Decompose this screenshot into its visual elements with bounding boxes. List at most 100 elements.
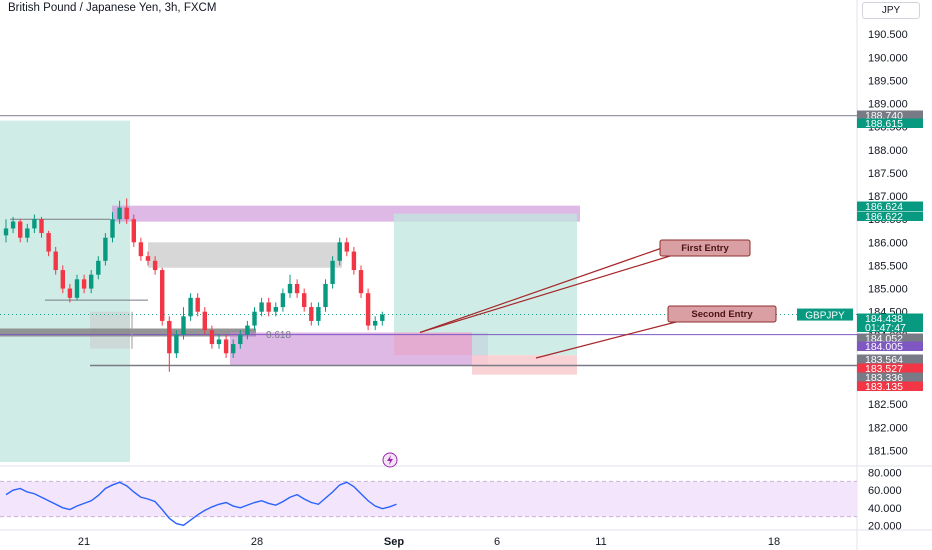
price-tick-label: 189.500 — [868, 75, 908, 87]
price-tick-label: 186.000 — [868, 237, 908, 249]
candle — [18, 221, 23, 238]
candle — [174, 334, 179, 354]
second-entry-pointer — [535, 321, 677, 359]
candle — [337, 242, 342, 261]
price-tick-label: 185.500 — [868, 260, 908, 272]
price-tag — [857, 313, 923, 323]
price-tick-label: 187.500 — [868, 168, 908, 180]
candle — [231, 344, 236, 354]
candle — [89, 274, 94, 289]
chart-title: British Pound / Japanese Yen, 3h, FXCM — [8, 2, 217, 14]
candle — [46, 233, 51, 252]
time-tick-label: 28 — [251, 536, 263, 548]
candle — [145, 256, 151, 261]
price-tag-label: 186.622 — [865, 211, 903, 223]
symbol-tag-label: GBPJPY — [805, 311, 845, 322]
rsi-tick-label: 40.000 — [868, 503, 902, 515]
candle — [67, 288, 73, 298]
second-entry-label: Second Entry — [691, 309, 753, 320]
candle — [287, 283, 293, 294]
candle — [160, 270, 165, 321]
candle — [266, 302, 271, 312]
rsi-line — [5, 481, 397, 527]
first-entry-target-zone — [394, 213, 472, 333]
candle — [74, 279, 80, 298]
candle — [323, 283, 328, 308]
candle — [96, 260, 101, 275]
time-tick-label: 21 — [78, 536, 90, 548]
candle — [316, 307, 321, 321]
price-tick-label: 187.000 — [868, 191, 908, 203]
price-tag-label: 184.005 — [865, 341, 903, 353]
candle — [181, 316, 186, 335]
candle — [344, 242, 349, 252]
candle — [117, 207, 122, 220]
candle — [152, 260, 158, 271]
gray-zone-upper — [148, 242, 342, 268]
candle — [138, 242, 144, 257]
first-entry-callout — [659, 239, 751, 257]
rsi-band — [0, 481, 857, 517]
candle — [131, 219, 136, 243]
second-entry-target-zone — [472, 213, 577, 356]
price-tick-label: 190.000 — [868, 52, 908, 64]
candle — [188, 297, 193, 317]
price-tag — [857, 372, 923, 382]
time-tick-label: Sep — [384, 536, 404, 548]
price-tag — [857, 341, 923, 351]
price-tag-label: 188.615 — [865, 118, 903, 130]
price-tag — [857, 201, 923, 211]
candle — [330, 260, 335, 284]
price-tick-label: 182.500 — [868, 399, 908, 411]
candle — [110, 219, 115, 238]
gray-band — [0, 328, 256, 337]
candle — [259, 302, 264, 312]
price-tag — [857, 118, 923, 128]
candle — [380, 314, 385, 321]
candle — [3, 228, 9, 236]
candle — [25, 228, 30, 238]
candle — [216, 339, 222, 345]
candle — [238, 334, 243, 345]
candle — [365, 293, 371, 326]
first-entry-pointer-2 — [419, 247, 663, 333]
candle — [81, 279, 87, 289]
time-tick-label: 11 — [595, 536, 606, 548]
time-tick-label: 6 — [494, 536, 500, 548]
candle — [223, 339, 229, 354]
price-tick-label: 189.000 — [868, 99, 908, 111]
candle — [309, 307, 314, 321]
candle — [195, 297, 200, 312]
price-tag — [857, 110, 923, 120]
candle — [373, 320, 378, 326]
price-tag — [857, 211, 923, 221]
candle — [32, 219, 37, 229]
price-tag — [857, 354, 923, 364]
price-tag-label: 186.624 — [865, 201, 903, 213]
symbol-tag — [797, 308, 853, 321]
price-tick-label: 185.000 — [868, 284, 908, 296]
rsi-tick-label: 20.000 — [868, 520, 902, 532]
time-tick-label: 18 — [768, 536, 780, 548]
candle — [302, 293, 307, 308]
price-tag-label: 183.564 — [865, 354, 903, 366]
candle — [103, 237, 108, 261]
candle — [202, 311, 207, 331]
price-tag-label: 183.135 — [865, 381, 903, 393]
candle — [252, 311, 257, 326]
first-entry-label: First Entry — [681, 243, 729, 254]
currency-button[interactable]: JPY — [862, 2, 920, 19]
price-tag — [857, 322, 923, 332]
second-entry-callout — [667, 305, 777, 323]
candle — [167, 320, 172, 354]
first-entry-stop-zone — [394, 332, 472, 356]
candle — [10, 221, 16, 229]
candle — [358, 270, 364, 294]
candle — [60, 270, 65, 289]
price-tick-label: 190.500 — [868, 29, 908, 41]
rsi-tick-label: 60.000 — [868, 485, 902, 497]
first-entry-pointer — [419, 255, 671, 333]
candle — [53, 251, 58, 271]
candle — [280, 293, 286, 308]
